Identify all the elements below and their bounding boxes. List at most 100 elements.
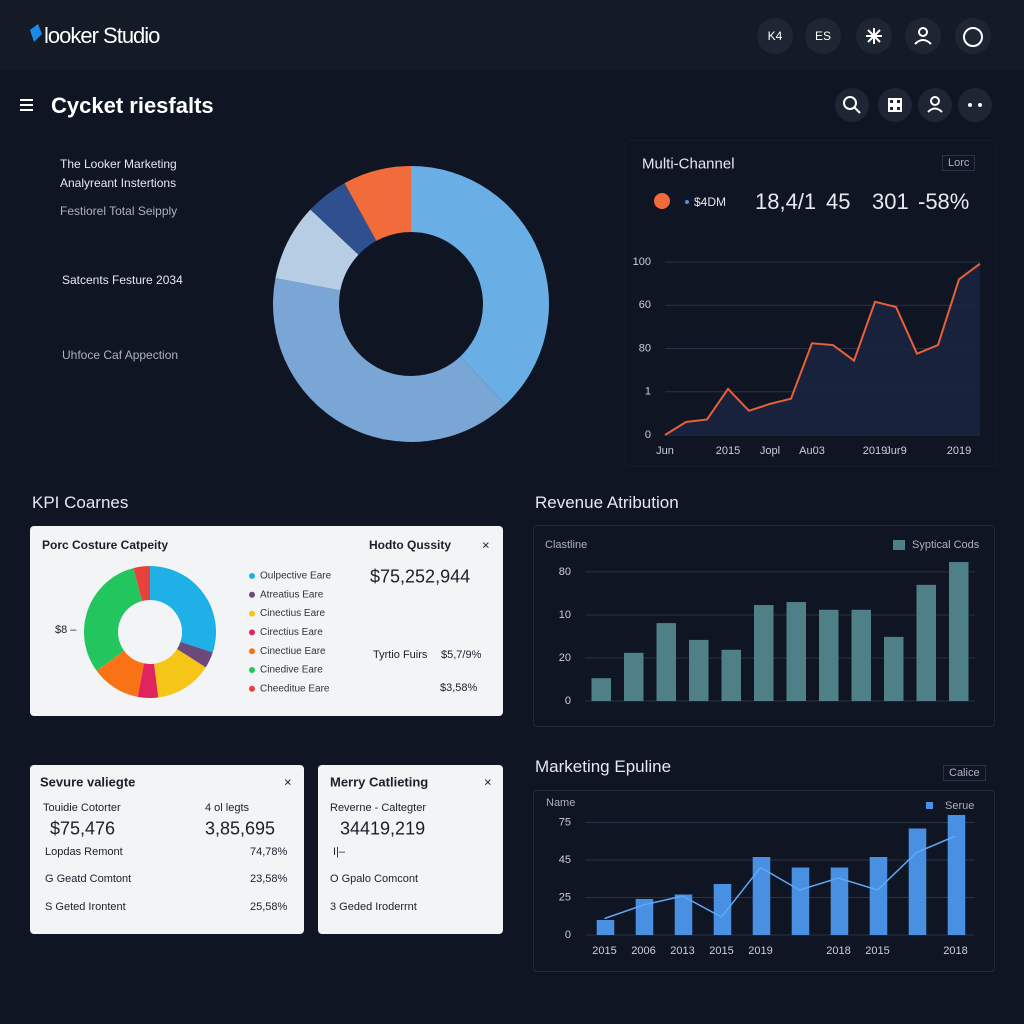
sidebar-item[interactable]: Uhfoce Caf Appection (62, 348, 179, 362)
legend-swatch (249, 591, 255, 598)
legend-label: Cinedive Eare (260, 665, 323, 676)
section-title: KPI Coarnes (32, 493, 129, 512)
row-value: 25,58% (250, 901, 288, 913)
x-tick-label: Au03 (799, 445, 825, 457)
bar (752, 857, 771, 935)
donut-slice (411, 166, 549, 405)
donut-slice (83, 568, 143, 671)
icons (654, 103, 982, 809)
donut-slice (150, 566, 217, 653)
donut-slice (275, 209, 359, 291)
bar (721, 649, 741, 701)
axis-label: $8 – (55, 624, 77, 636)
y-tick-label: 75 (559, 816, 571, 828)
y-tick-label: 25 (559, 891, 571, 903)
bar (830, 867, 849, 935)
close-button[interactable]: × (484, 774, 492, 790)
legend-swatch (249, 648, 255, 655)
bar (949, 562, 969, 701)
x-tick-label: Jur9 (885, 445, 906, 457)
logo: looker Studio (44, 23, 160, 48)
y-tick-label: 10 (559, 609, 571, 621)
bar (947, 815, 966, 935)
row-label: Tyrtio Fuirs (373, 649, 428, 661)
row-label: S Geted Irontent (45, 901, 126, 913)
donut-slice (96, 650, 145, 697)
donut-slice (177, 641, 213, 668)
y-tick-label: 100 (633, 256, 651, 268)
section-title: Marketing Epuline (535, 757, 672, 776)
card-title: Merry Catlieting (330, 774, 429, 790)
legend-label: Oulpective Eare (260, 571, 332, 582)
metric: 301 (872, 189, 909, 214)
row-label: O Gpalo Comcont (330, 873, 419, 885)
donut-slice (273, 278, 506, 442)
bar (786, 602, 806, 701)
y-tick-label: 80 (559, 566, 571, 578)
row-label: Lopdas Remont (45, 846, 123, 858)
row-label: 3 Geded Iroderrnt (330, 901, 417, 913)
legend-swatch (249, 685, 255, 692)
donut-slice (310, 183, 377, 255)
dropdown[interactable]: Lorc (942, 155, 976, 171)
bar (754, 605, 774, 701)
header-button: K4 (768, 29, 783, 43)
y-tick-label: 0 (565, 929, 571, 941)
x-tick-label: 2018 (826, 945, 850, 957)
y-tick-label: 80 (639, 342, 651, 354)
x-tick-label: 2019 (863, 445, 887, 457)
bar (869, 857, 888, 935)
label: Touidie Cotorter (43, 802, 121, 814)
y-tick-label: 20 (559, 652, 571, 664)
sidebar-item[interactable]: The Looker Marketing (60, 157, 177, 171)
close-button[interactable]: × (284, 774, 292, 790)
row-label: G Geatd Comtont (45, 873, 132, 885)
section-title: Revenue Atribution (535, 493, 679, 512)
legend-label: Cinectiue Eare (260, 646, 326, 657)
bar (624, 652, 644, 701)
sidebar-item[interactable]: Satcents Festure 2034 (62, 273, 183, 287)
card-title: Sevure valiegte (40, 774, 136, 790)
line (664, 262, 981, 436)
card-subtitle: Hodto Qussity (369, 538, 452, 552)
legend-label: Serue (945, 800, 975, 812)
bar (819, 609, 839, 701)
y-tick-label: 45 (559, 854, 571, 866)
close-button[interactable]: × (482, 537, 490, 553)
y-tick-label: 0 (645, 429, 651, 441)
legend-swatch (249, 610, 255, 617)
page-title: Cycket riesfalts (51, 93, 214, 118)
bar (713, 884, 732, 935)
bar (689, 639, 709, 701)
legend-label: Cirectius Eare (260, 627, 323, 638)
legend-label: Syptical Cods (912, 539, 980, 551)
x-tick-label: 2013 (670, 945, 694, 957)
row-label: I|– (333, 846, 346, 858)
bar-panel (533, 525, 995, 727)
sidebar-item[interactable]: Analyreant Instertions (60, 176, 177, 190)
x-tick-label: 2015 (865, 945, 889, 957)
logo-icon (30, 24, 42, 42)
donut-slice (137, 663, 159, 698)
top-bar (0, 0, 1024, 70)
y-tick-label: 1 (645, 386, 651, 398)
metric: 18,4/1 (755, 189, 817, 214)
metric: 45 (826, 189, 851, 214)
donut-slice (133, 566, 150, 602)
card-title: Porc Costure Catpeity (42, 538, 169, 552)
bar (674, 894, 693, 935)
legend-label: Cheeditue Eare (260, 683, 330, 694)
kpi-value: $75,252,944 (370, 566, 471, 587)
sidebar-item[interactable]: Festiorel Total Seipply (60, 204, 178, 218)
x-tick-label: 2006 (631, 945, 655, 957)
icons (20, 27, 983, 114)
line (604, 835, 956, 920)
bar (635, 899, 654, 935)
bar (596, 920, 615, 935)
bar (908, 828, 927, 935)
axis-label: Name (546, 797, 576, 809)
row-value: $5,7/9% (441, 649, 482, 661)
x-tick-label: Jopl (760, 445, 780, 457)
dropdown[interactable]: Calice (943, 765, 986, 781)
